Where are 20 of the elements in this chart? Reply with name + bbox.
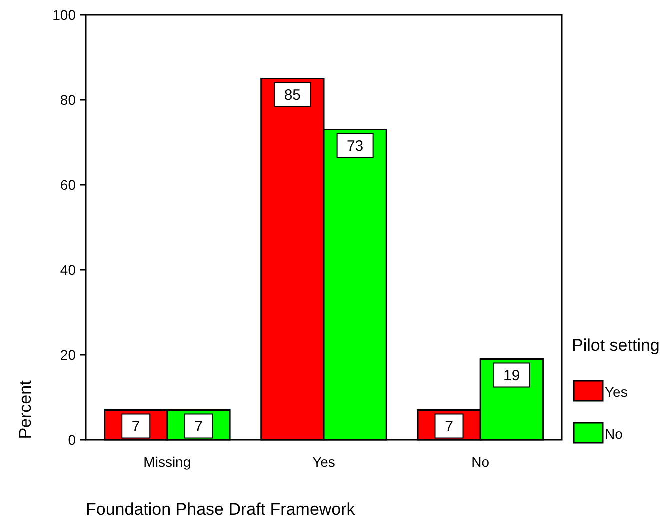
y-tick-label: 0	[68, 432, 76, 448]
x-tick-label: No	[472, 454, 490, 470]
data-label: 7	[132, 418, 140, 436]
legend-label: Yes	[605, 384, 628, 400]
data-label: 19	[504, 367, 520, 384]
data-label: 73	[346, 138, 364, 155]
x-tick-label: Missing	[144, 454, 192, 470]
legend-label: No	[605, 426, 624, 442]
x-axis-title: Foundation Phase Draft Framework	[86, 500, 356, 519]
y-tick-label: 80	[60, 92, 76, 108]
y-tick-label: 20	[60, 347, 76, 363]
x-tick-label: Yes	[312, 454, 336, 470]
legend-title: Pilot setting	[572, 336, 660, 355]
y-tick-label: 40	[60, 262, 76, 278]
data-label: 7	[445, 418, 454, 436]
y-tick-label: 60	[60, 177, 76, 193]
data-label: 85	[284, 86, 302, 104]
y-tick-label: 100	[52, 7, 76, 23]
data-label: 7	[194, 418, 203, 436]
y-axis-title: Percent	[16, 380, 35, 440]
